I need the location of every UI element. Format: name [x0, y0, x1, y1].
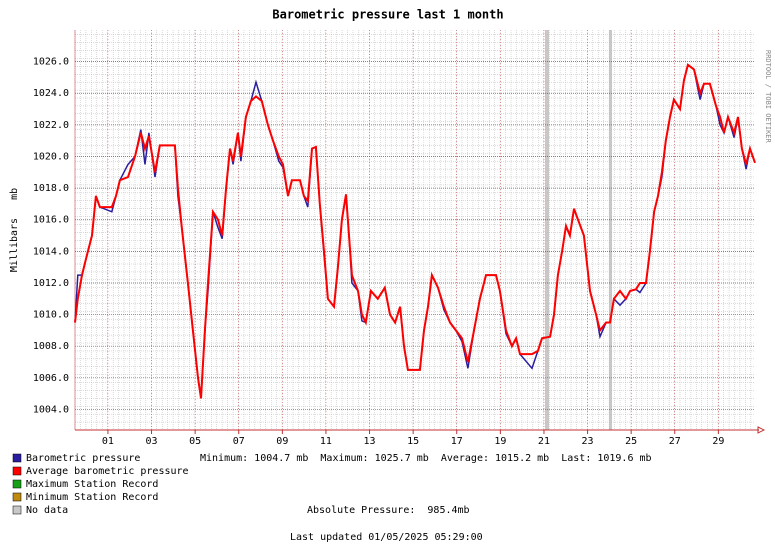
no-data-band — [609, 30, 612, 430]
legend-swatch — [12, 492, 22, 502]
legend-swatch — [12, 505, 22, 515]
x-tick-label: 07 — [233, 436, 245, 447]
x-tick-label: 23 — [582, 436, 594, 447]
legend-label: Average barometric pressure — [26, 466, 189, 477]
y-tick-label: 1010.0 — [33, 310, 69, 321]
y-tick-label: 1004.0 — [33, 404, 69, 415]
no-data-band — [545, 30, 549, 430]
legend-swatch — [12, 453, 22, 463]
x-tick-label: 05 — [189, 436, 201, 447]
legend-label: Barometric pressure — [26, 453, 140, 464]
x-tick-label: 21 — [538, 436, 550, 447]
legend-label: Minimum Station Record — [26, 492, 158, 503]
x-tick-label: 15 — [407, 436, 419, 447]
y-tick-label: 1018.0 — [33, 183, 69, 194]
stats: Minimum: 1004.7 mb Maximum: 1025.7 mb Av… — [200, 453, 652, 464]
y-tick-label: 1024.0 — [33, 88, 69, 99]
x-tick-label: 03 — [146, 436, 158, 447]
y-tick-label: 1020.0 — [33, 151, 69, 162]
x-axis-arrow — [757, 426, 766, 434]
side-note: RRDTOOL / TOBI OETIKER — [764, 50, 772, 144]
y-tick-label: 1006.0 — [33, 373, 69, 384]
x-tick-label: 09 — [276, 436, 288, 447]
y-tick-label: 1022.0 — [33, 120, 69, 131]
x-tick-label: 11 — [320, 436, 332, 447]
last-updated: Last updated 01/05/2025 05:29:00 — [290, 532, 483, 543]
chart-title: Barometric pressure last 1 month — [272, 8, 503, 22]
y-tick-label: 1026.0 — [33, 57, 69, 68]
x-tick-label: 17 — [451, 436, 463, 447]
absolute-pressure: Absolute Pressure: 985.4mb — [307, 505, 470, 516]
legend-swatch — [12, 479, 22, 489]
legend-label: No data — [26, 505, 68, 516]
x-tick-label: 29 — [712, 436, 724, 447]
x-tick-label: 13 — [364, 436, 376, 447]
series-line — [74, 63, 756, 399]
y-tick-label: 1014.0 — [33, 246, 69, 257]
grid — [74, 30, 755, 431]
y-tick-label: 1008.0 — [33, 341, 69, 352]
x-tick-label: 19 — [494, 436, 506, 447]
x-tick-label: 25 — [625, 436, 637, 447]
legend-swatch — [12, 466, 22, 476]
x-tick-label: 27 — [669, 436, 681, 447]
y-tick-label: 1012.0 — [33, 278, 69, 289]
y-tick-label: 1016.0 — [33, 215, 69, 226]
x-tick-label: 01 — [102, 436, 114, 447]
y-axis-label: Millibars mb — [9, 188, 20, 272]
legend-label: Maximum Station Record — [26, 479, 158, 490]
